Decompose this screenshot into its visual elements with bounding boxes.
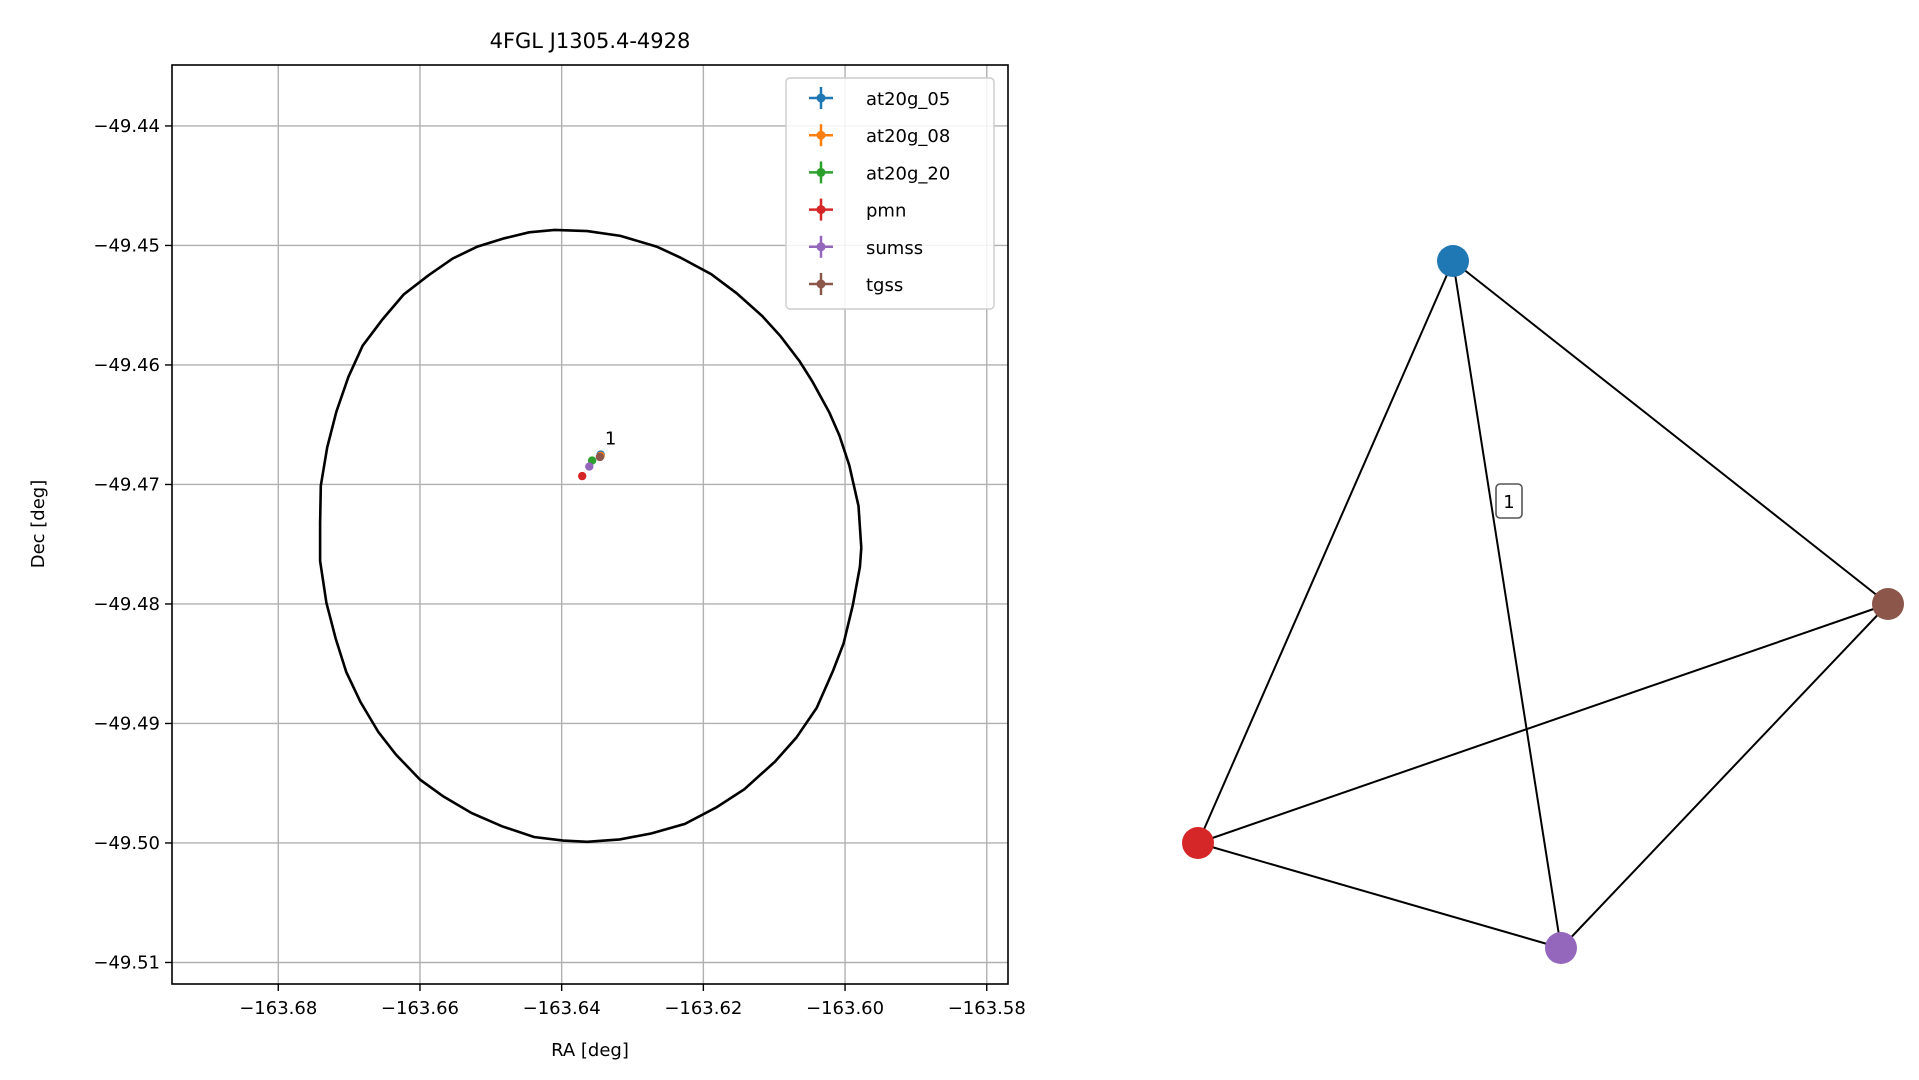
legend-marker-dot xyxy=(816,167,826,177)
legend-entry: at20g_08 xyxy=(809,124,950,147)
legend-marker-dot xyxy=(816,205,826,215)
y-tick-label: −49.51 xyxy=(93,952,160,973)
chart-title: 4FGL J1305.4-4928 xyxy=(490,29,691,53)
legend-marker-dot xyxy=(816,130,826,140)
y-tick-label: −49.46 xyxy=(93,355,160,376)
legend-entry: at20g_05 xyxy=(809,87,950,110)
x-tick-label: −163.64 xyxy=(523,998,601,1019)
x-tick-label: −163.66 xyxy=(381,998,459,1019)
legend-label: at20g_05 xyxy=(866,89,950,110)
network-node-tgss xyxy=(1872,588,1904,620)
network-panel: 1 xyxy=(1182,245,1904,964)
legend-entry: tgss xyxy=(809,273,903,296)
x-tick-label: −163.60 xyxy=(806,998,884,1019)
y-tick-label: −49.45 xyxy=(93,235,160,256)
y-axis-ticks: −49.44 −49.45 −49.46 −49.47 −49.48 −49.49 −49.… xyxy=(93,116,172,973)
network-node-pmn xyxy=(1182,827,1214,859)
legend-label: at20g_08 xyxy=(866,126,950,147)
edge-label-box xyxy=(1495,483,1523,519)
legend-entry: sumss xyxy=(809,235,923,259)
y-tick-label: −49.47 xyxy=(93,474,160,495)
legend-entry: at20g_20 xyxy=(809,161,950,184)
legend-marker-dot xyxy=(816,279,826,289)
network-edges xyxy=(1197,260,1889,949)
edge-label-text: 1 xyxy=(1503,492,1514,513)
data-point-sumss xyxy=(585,462,594,471)
network-node-sumss xyxy=(1545,932,1577,964)
legend-box xyxy=(785,77,995,310)
x-axis-ticks: −163.68 −163.66 −163.64 −163.62 −163.60 −163.… xyxy=(239,984,1026,1019)
network-edge xyxy=(1452,260,1562,949)
network-edge xyxy=(1197,842,1562,949)
network-edge xyxy=(1197,603,1889,844)
x-axis-label: RA [deg] xyxy=(551,1040,629,1061)
legend-label: tgss xyxy=(866,275,903,296)
y-tick-label: −49.44 xyxy=(93,116,160,137)
network-edge xyxy=(1452,260,1889,605)
network-nodes xyxy=(1182,245,1904,964)
edge-label: 1 xyxy=(1495,483,1523,519)
legend-label: pmn xyxy=(866,201,906,222)
plot-frame xyxy=(171,64,1009,985)
y-axis-label: Dec [deg] xyxy=(28,480,49,569)
network-edge xyxy=(1560,603,1889,949)
x-tick-label: −163.68 xyxy=(239,998,317,1019)
legend-label: at20g_20 xyxy=(866,163,950,184)
error-ellipse xyxy=(318,228,863,844)
legend-entry: pmn xyxy=(809,198,906,222)
network-edge xyxy=(1197,260,1454,844)
network-node-at20g xyxy=(1437,245,1469,277)
data-points xyxy=(578,450,605,481)
legend-label: sumss xyxy=(866,238,923,259)
x-tick-label: −163.58 xyxy=(948,998,1026,1019)
legend-marker-dot xyxy=(816,242,826,252)
x-tick-label: −163.62 xyxy=(664,998,742,1019)
data-point-tgss xyxy=(595,452,605,462)
scatter-panel: 1 −163.68 −163.66 −163.64 −163.62 −163.60 −16… xyxy=(28,29,1026,1061)
point-annotation: 1 xyxy=(605,429,616,450)
y-tick-label: −49.50 xyxy=(93,833,160,854)
y-tick-label: −49.49 xyxy=(93,713,160,734)
legend-marker-dot xyxy=(816,93,826,103)
data-point-pmn xyxy=(578,471,587,481)
y-tick-label: −49.48 xyxy=(93,594,160,615)
